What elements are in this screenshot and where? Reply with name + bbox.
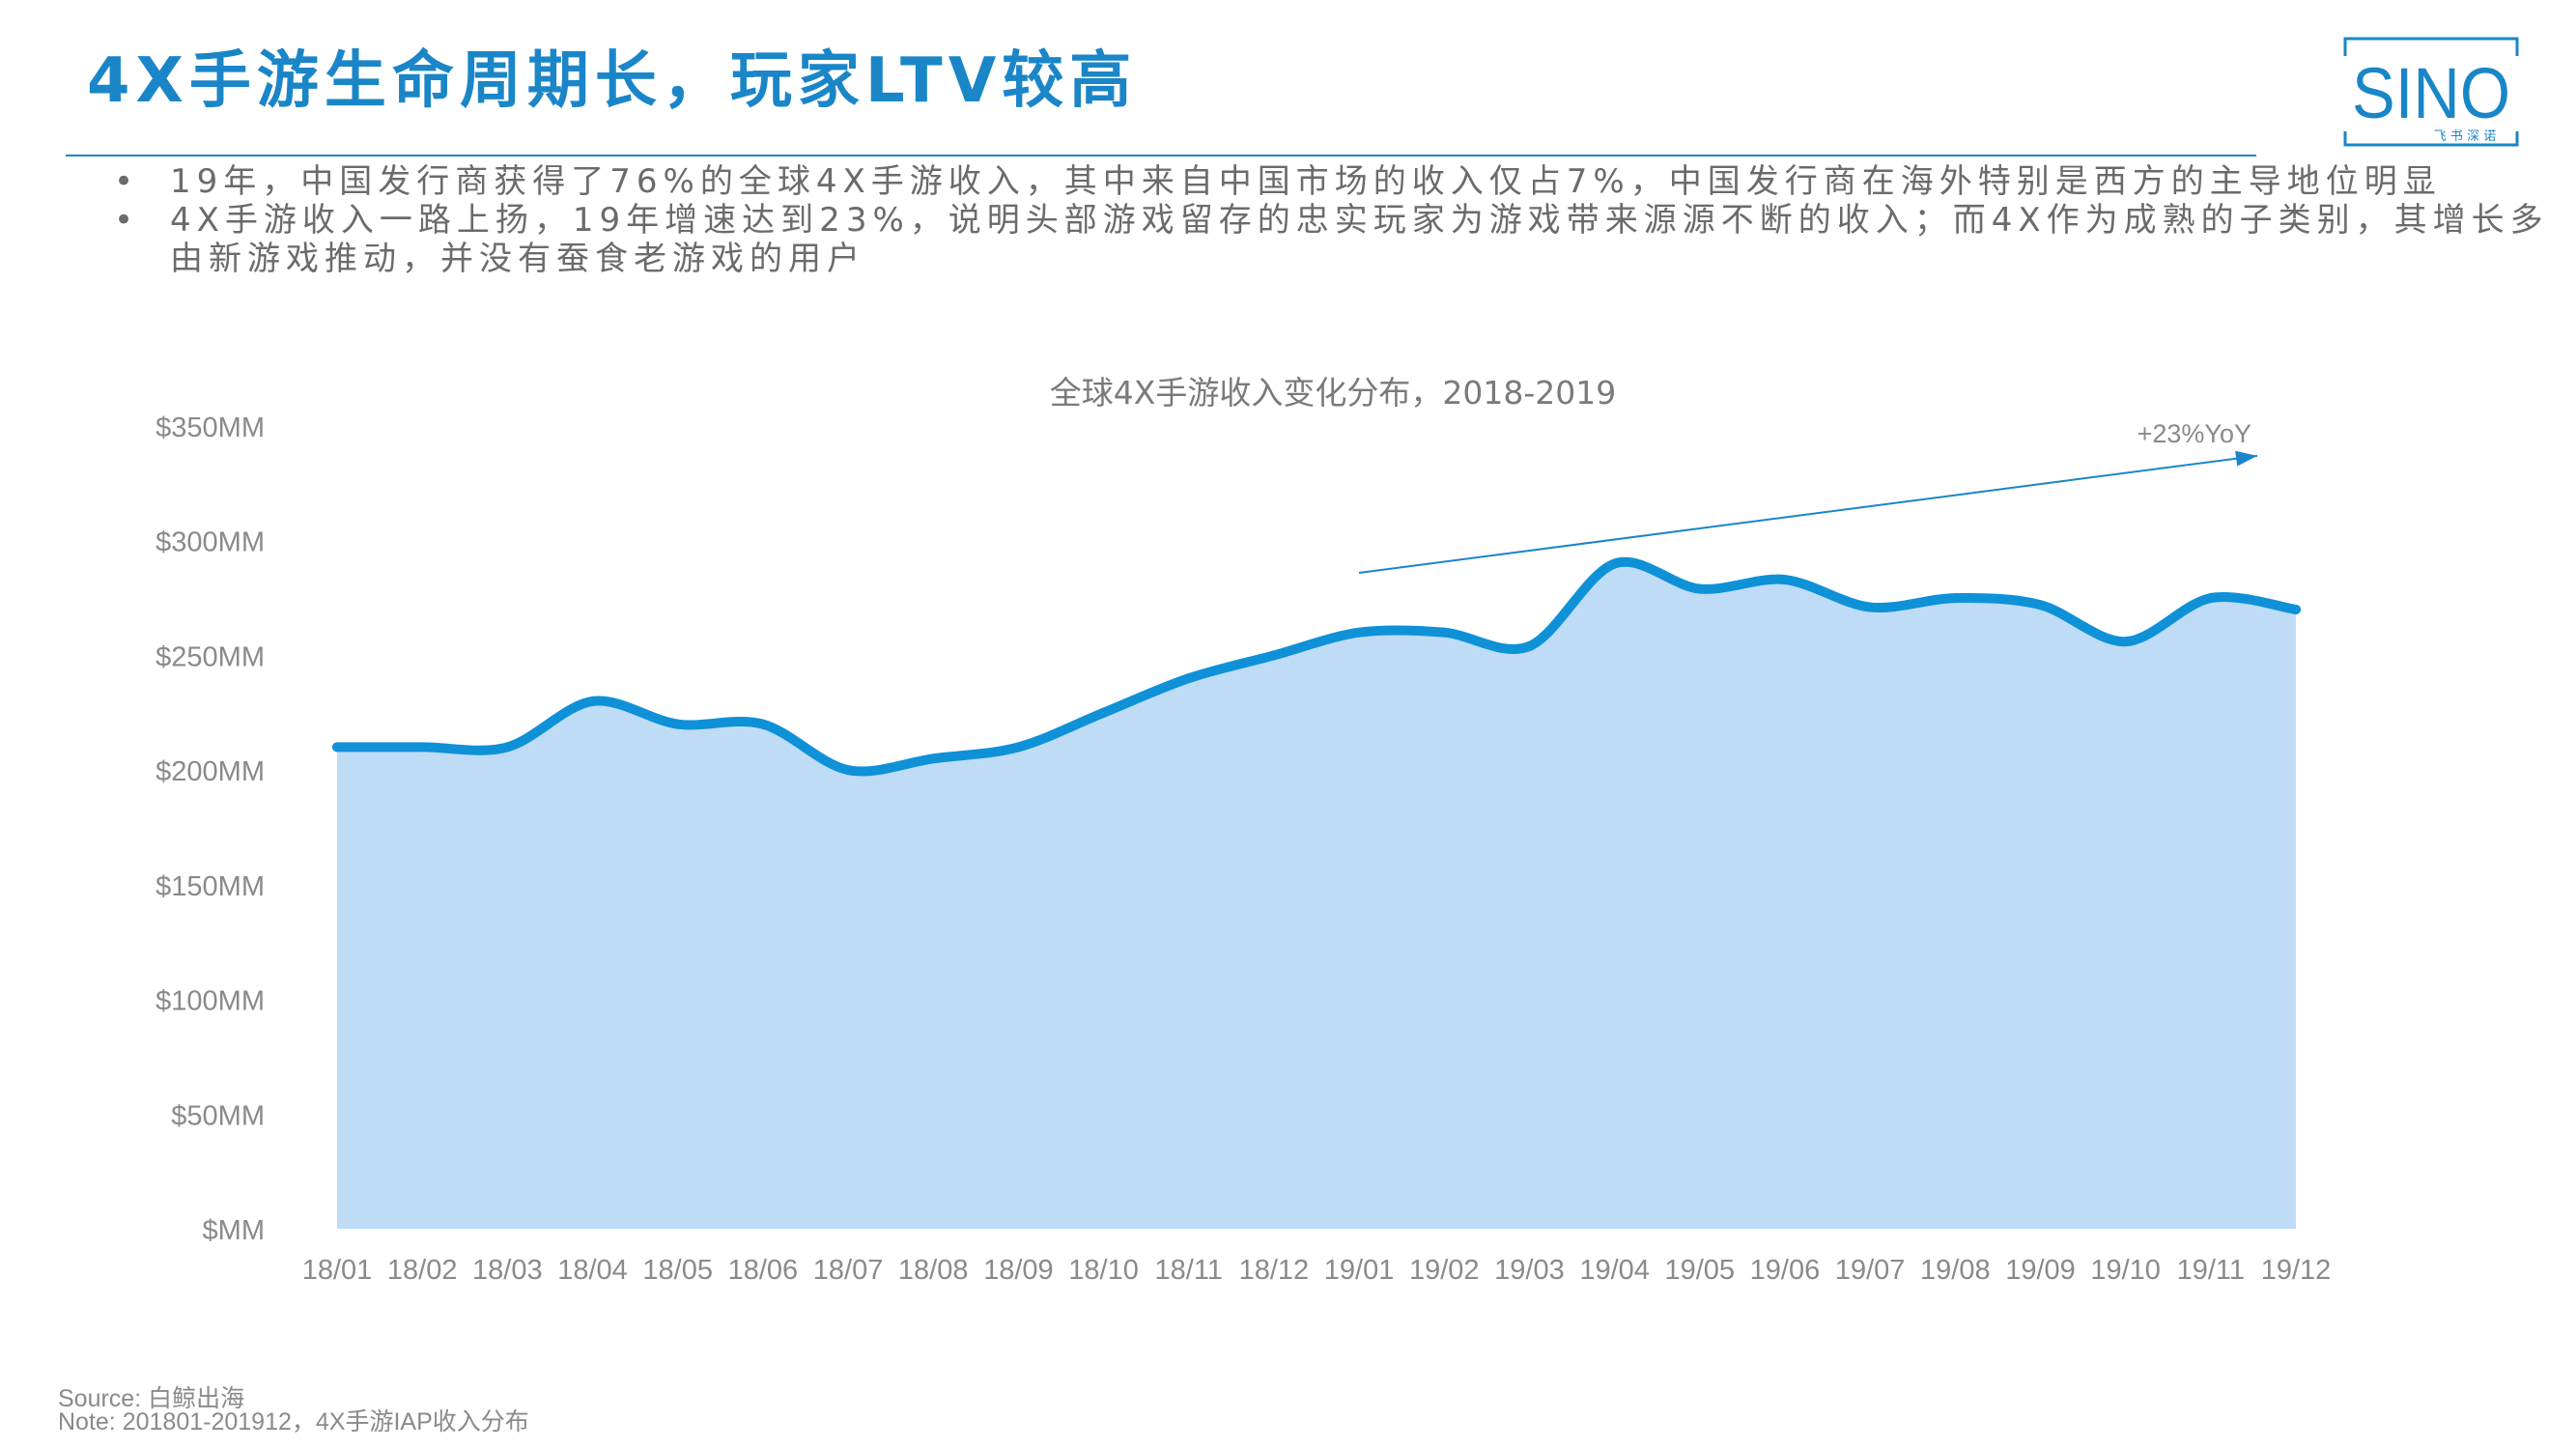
bullet-text: 19年，中国发行商获得了76%的全球4X手游收入，其中来自中国市场的收入仅占7%… (170, 162, 2442, 201)
logo-subtext: 飞 书 深 诺 (2434, 129, 2496, 144)
data-point (1950, 593, 1961, 604)
x-tick-label: 18/03 (472, 1255, 543, 1286)
data-point (1268, 650, 1279, 661)
page-title: 4X手游生命周期长，玩家LTV较高 (87, 45, 1138, 117)
data-point (928, 753, 939, 764)
data-point (1013, 742, 1024, 753)
x-tick-label: 18/08 (898, 1255, 969, 1286)
x-tick-label: 18/02 (387, 1255, 458, 1286)
x-tick-label: 18/04 (557, 1255, 628, 1286)
data-point (1694, 583, 1705, 594)
series-area-fill (337, 561, 2296, 1229)
x-tick-label: 19/12 (2261, 1255, 2332, 1286)
data-point (2035, 600, 2046, 611)
y-tick-label: $150MM (156, 871, 265, 902)
x-tick-label: 19/10 (2090, 1255, 2161, 1286)
data-point (1524, 640, 1535, 651)
chart-title: 全球4X手游收入变化分布，2018-2019 (1050, 374, 1616, 412)
growth-annotation: +23%YoY (1358, 419, 2258, 574)
data-point (1779, 575, 1790, 585)
y-tick-label: $MM (203, 1215, 265, 1246)
y-tick-label: $200MM (156, 756, 265, 787)
x-tick-label: 19/07 (1835, 1255, 1906, 1286)
x-tick-label: 19/01 (1324, 1255, 1395, 1286)
bullet-text: 4X手游收入一路上扬，19年增速达到23%，说明头部游戏留存的忠实玩家为游戏带来… (170, 201, 2549, 278)
logo-frame-bottom (2343, 131, 2519, 147)
data-point (1609, 558, 1620, 569)
data-note: Note: 201801-201912，4X手游IAP收入分布 (58, 1408, 529, 1435)
data-point (2205, 593, 2216, 604)
plot-area (332, 556, 2301, 1229)
x-tick-label: 18/05 (642, 1255, 713, 1286)
x-tick-label: 19/02 (1409, 1255, 1480, 1286)
bullet-list: • 19年，中国发行商获得了76%的全球4X手游收入，其中来自中国市场的收入仅占… (114, 162, 2567, 278)
x-tick-label: 18/07 (813, 1255, 884, 1286)
x-tick-label: 18/09 (983, 1255, 1054, 1286)
bullet-item: • 4X手游收入一路上扬，19年增速达到23%，说明头部游戏留存的忠实玩家为游戏… (114, 201, 2567, 278)
source-note: Source: 白鲸出海 (58, 1385, 245, 1412)
y-tick-label: $100MM (156, 986, 265, 1017)
x-tick-label: 18/11 (1155, 1255, 1223, 1286)
bullet-marker: • (114, 201, 140, 240)
y-tick-label: $250MM (156, 641, 265, 672)
data-point (502, 742, 513, 753)
data-point (843, 765, 854, 776)
x-tick-label: 19/05 (1664, 1255, 1735, 1286)
data-point (1183, 673, 1194, 684)
sino-logo: SINO 飞 书 深 诺 (2343, 37, 2519, 147)
growth-arrow-head (2235, 450, 2257, 467)
bullet-item: • 19年，中国发行商获得了76%的全球4X手游收入，其中来自中国市场的收入仅占… (114, 162, 2567, 201)
title-divider (66, 155, 2256, 156)
data-point (2291, 604, 2301, 614)
data-point (417, 742, 428, 753)
x-tick-label: 18/06 (728, 1255, 799, 1286)
x-tick-label: 19/04 (1579, 1255, 1650, 1286)
x-axis: 18/01 18/02 18/03 18/04 18/05 18/06 18/07 18/08… (302, 1255, 2332, 1286)
logo-wordmark: SINO (2352, 53, 2510, 133)
x-tick-label: 19/08 (1920, 1255, 1991, 1286)
x-tick-label: 18/10 (1068, 1255, 1139, 1286)
y-tick-label: $50MM (171, 1100, 265, 1131)
x-tick-label: 18/01 (302, 1255, 373, 1286)
data-point (672, 719, 683, 729)
y-tick-label: $300MM (156, 527, 265, 558)
y-axis: $MM $50MM $100MM $150MM $200MM $250MM $300MM $3… (156, 412, 265, 1246)
x-tick-label: 19/03 (1494, 1255, 1565, 1286)
data-point (1354, 627, 1365, 638)
data-point (1439, 627, 1450, 638)
data-point (332, 742, 342, 753)
data-point (587, 696, 598, 706)
logo-frame-top (2343, 37, 2519, 56)
x-tick-label: 19/06 (1750, 1255, 1821, 1286)
data-point (757, 719, 768, 729)
data-point (1098, 707, 1109, 718)
bullet-marker: • (114, 162, 140, 201)
y-tick-label: $350MM (156, 412, 265, 443)
growth-annotation-label: +23%YoY (2137, 419, 2251, 448)
data-point (1865, 602, 1876, 612)
growth-arrow-line (1358, 454, 2258, 574)
x-tick-label: 19/11 (2177, 1255, 2245, 1286)
x-tick-label: 19/09 (2005, 1255, 2076, 1286)
x-tick-label: 18/12 (1239, 1255, 1310, 1286)
series-line (332, 556, 2301, 777)
data-point (2120, 637, 2131, 647)
